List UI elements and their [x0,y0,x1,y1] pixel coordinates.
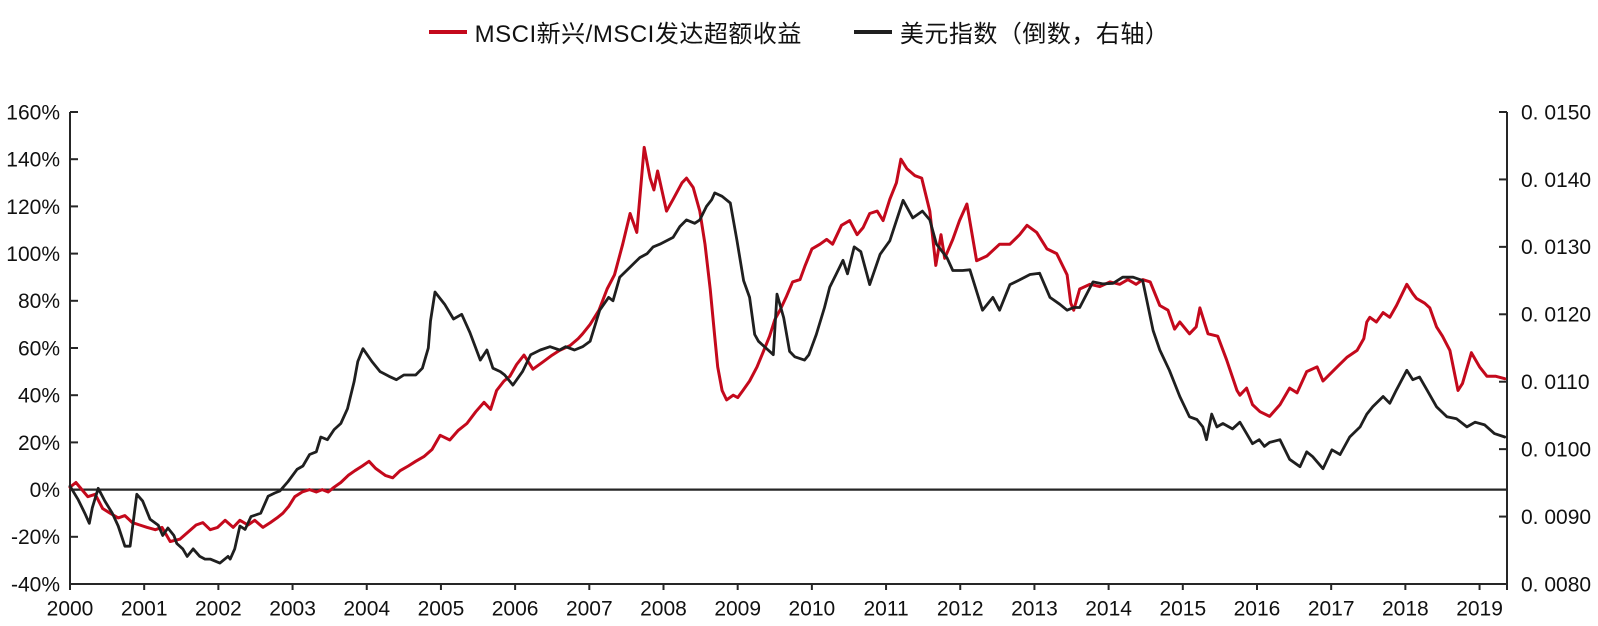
legend-line-red-swatch [428,29,467,34]
y-tick-label-left: -20% [11,526,60,549]
chart-legend: MSCI新兴/MSCI发达超额收益 美元指数（倒数，右轴） [0,14,1598,49]
legend-label-usd-index: 美元指数（倒数，右轴） [899,21,1170,48]
y-tick-label-left: 80% [18,290,60,313]
y-tick-label-right: 0. 0140 [1521,169,1591,192]
y-tick-label-left: 20% [18,432,60,455]
x-tick-label: 2000 [47,597,94,620]
x-tick-label: 2001 [121,597,168,620]
x-tick-label: 2002 [195,597,242,620]
y-tick-label-right: 0. 0120 [1521,304,1591,327]
x-tick-label: 2006 [492,597,539,620]
y-tick-label-left: 0% [30,479,60,502]
x-tick-label: 2004 [343,597,390,620]
legend-item-usd-index: 美元指数（倒数，右轴） [853,14,1170,49]
y-tick-label-left: 100% [6,243,60,266]
x-tick-label: 2011 [863,597,908,620]
legend-line-black-swatch [853,29,892,34]
x-tick-label: 2007 [566,597,613,620]
y-tick-label-right: 0. 0130 [1521,236,1591,259]
y-tick-label-left: 40% [18,385,60,408]
y-tick-label-left: 120% [6,196,60,219]
y-tick-label-right: 0. 0080 [1521,573,1591,596]
legend-label-msci-excess-return: MSCI新兴/MSCI发达超额收益 [474,21,802,48]
y-tick-label-right: 0. 0110 [1521,371,1590,394]
x-tick-label: 2009 [714,597,761,620]
x-tick-label: 2012 [937,597,984,620]
y-tick-label-left: 60% [18,337,60,360]
x-tick-label: 2010 [789,597,836,620]
legend-item-msci-excess-return: MSCI新兴/MSCI发达超额收益 [428,14,802,49]
x-tick-label: 2017 [1308,597,1355,620]
y-tick-label-left: 140% [6,149,60,172]
x-tick-label: 2003 [269,597,316,620]
x-tick-label: 2014 [1085,597,1132,620]
x-tick-label: 2005 [418,597,465,620]
y-tick-label-right: 0. 0090 [1521,506,1591,529]
x-tick-label: 2013 [1011,597,1058,620]
y-tick-label-right: 0. 0100 [1521,438,1591,461]
y-tick-label-left: -40% [11,573,60,596]
y-tick-label-left: 160% [6,101,60,124]
y-tick-label-right: 0. 0150 [1521,101,1591,124]
x-tick-label: 2016 [1234,597,1281,620]
series-line-usd-index-inverse [68,191,1507,565]
x-tick-label: 2018 [1382,597,1429,620]
x-tick-label: 2019 [1456,597,1503,620]
x-tick-label: 2015 [1159,597,1206,620]
series-line-msci-excess-return [68,145,1507,543]
x-tick-label: 2008 [640,597,687,620]
